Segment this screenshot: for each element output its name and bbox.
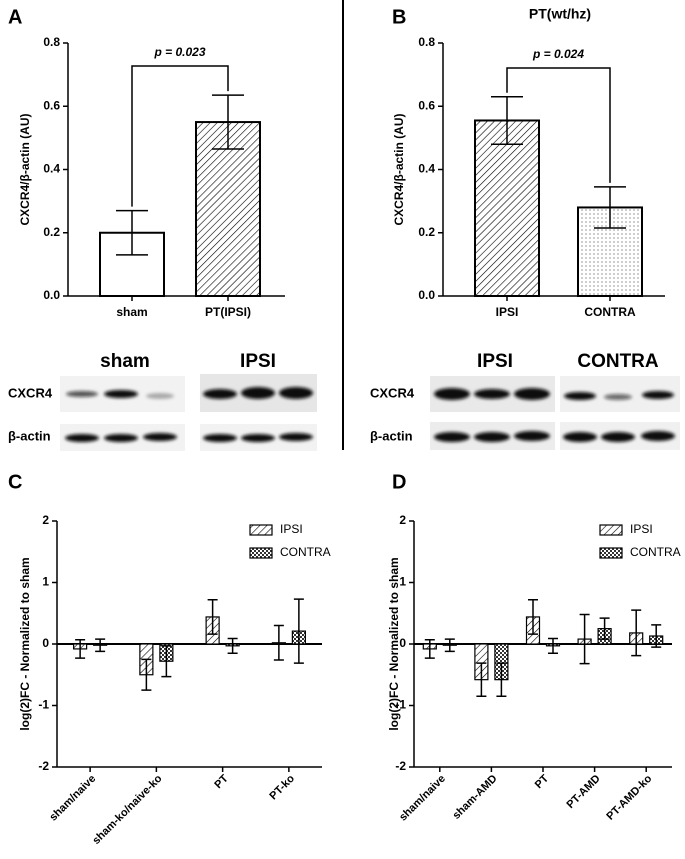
x-tick-label: PT (533, 772, 552, 791)
y-tick-label: 0.6 (43, 98, 60, 112)
x-tick-label: PT-ko (267, 772, 297, 802)
error-bar (599, 617, 610, 640)
error-bar (227, 637, 238, 654)
chart-title: PT(wt/hz) (529, 6, 591, 22)
legend-swatch (249, 547, 273, 559)
y-tick-label: -2 (395, 759, 406, 773)
y-tick-label: 0 (42, 636, 49, 650)
error-bar (207, 598, 218, 635)
error-bar (161, 645, 172, 678)
legend-swatch (249, 524, 273, 536)
x-tick-label: CONTRA (584, 305, 636, 319)
y-tick-label: 0.0 (418, 288, 435, 302)
panel-letter: A (8, 6, 22, 28)
blot-group-label: IPSI (477, 351, 513, 372)
legend-swatch (599, 524, 623, 536)
error-bar (273, 624, 284, 661)
error-bar (293, 598, 304, 664)
error-bar (651, 624, 662, 648)
significance-bracket (131, 65, 229, 207)
y-tick-label: 0.0 (43, 288, 60, 302)
y-axis-label: log(2)FC - Normalized to sham (387, 557, 401, 730)
blot-group-label: sham (100, 351, 150, 372)
x-tick-label: sham-ko/naive-ko (90, 772, 164, 846)
y-tick-label: 0.4 (43, 162, 60, 176)
blot-row-label: CXCR4 (370, 385, 415, 400)
significance-bracket (506, 67, 611, 183)
error-bar (476, 662, 487, 698)
x-tick-label: PT-AMD-ko (604, 772, 654, 822)
panel-letter: C (8, 471, 22, 493)
error-bar (491, 96, 523, 145)
error-bar (75, 638, 86, 659)
panel-letter: D (392, 471, 406, 493)
x-tick-label: sham (116, 305, 147, 319)
blot-a: sham IPSI CXCR4 β-actin (8, 351, 317, 451)
x-tick-label: PT(IPSI) (205, 305, 251, 319)
y-tick-label: 0.4 (418, 162, 435, 176)
y-tick-label: -2 (38, 759, 49, 773)
legend-swatch (599, 547, 623, 559)
error-bar (116, 209, 148, 256)
error-bar (548, 637, 558, 654)
p-value: p = 0.023 (153, 45, 205, 59)
error-bar (95, 638, 106, 653)
y-tick-label: 1 (399, 575, 406, 589)
y-tick-label: 0.2 (43, 225, 60, 239)
x-tick-label: PT-AMD (564, 773, 602, 811)
y-axis-label: log(2)FC - Normalized to sham (18, 557, 32, 730)
error-bar (528, 598, 538, 635)
y-tick-label: 0.6 (418, 98, 435, 112)
x-tick-label: sham/naive (397, 773, 448, 824)
y-tick-label: 0.8 (43, 35, 60, 49)
y-tick-label: -1 (395, 698, 406, 712)
error-bar (424, 638, 435, 659)
y-tick-label: 1 (42, 575, 49, 589)
y-tick-label: 2 (399, 513, 406, 527)
x-tick-label: sham/naive (47, 773, 98, 824)
blot-b: IPSI CONTRA CXCR4 β-actin (370, 351, 680, 450)
error-bar (631, 609, 642, 657)
blot-row-label: CXCR4 (8, 385, 53, 400)
legend-label: CONTRA (630, 545, 681, 559)
panel-letter: B (392, 6, 406, 28)
y-tick-label: 0.8 (418, 35, 435, 49)
y-tick-label: 2 (42, 513, 49, 527)
x-tick-label: IPSI (496, 305, 519, 319)
legend-label: IPSI (630, 522, 653, 536)
y-axis-label: CXCR4/β-actin (AU) (18, 114, 32, 226)
blot-group-label: IPSI (240, 351, 276, 372)
error-bar (579, 613, 590, 665)
legend-label: IPSI (280, 522, 303, 536)
legend-label: CONTRA (280, 545, 331, 559)
x-tick-label: PT (212, 772, 231, 791)
y-axis-label: CXCR4/β-actin (AU) (392, 114, 406, 226)
y-tick-label: 0 (399, 636, 406, 650)
blot-row-label: β-actin (8, 428, 51, 443)
blot-group-label: CONTRA (577, 351, 659, 372)
error-bar (444, 638, 455, 653)
error-bar (141, 658, 152, 691)
blot-row-label: β-actin (370, 428, 413, 443)
bar (474, 119, 540, 297)
x-tick-label: sham-AMD (450, 773, 499, 822)
y-tick-label: 0.2 (418, 225, 435, 239)
error-bar (594, 186, 626, 229)
y-tick-label: -1 (38, 698, 49, 712)
error-bar (496, 662, 507, 698)
p-value: p = 0.024 (532, 47, 584, 61)
error-bar (212, 94, 244, 150)
